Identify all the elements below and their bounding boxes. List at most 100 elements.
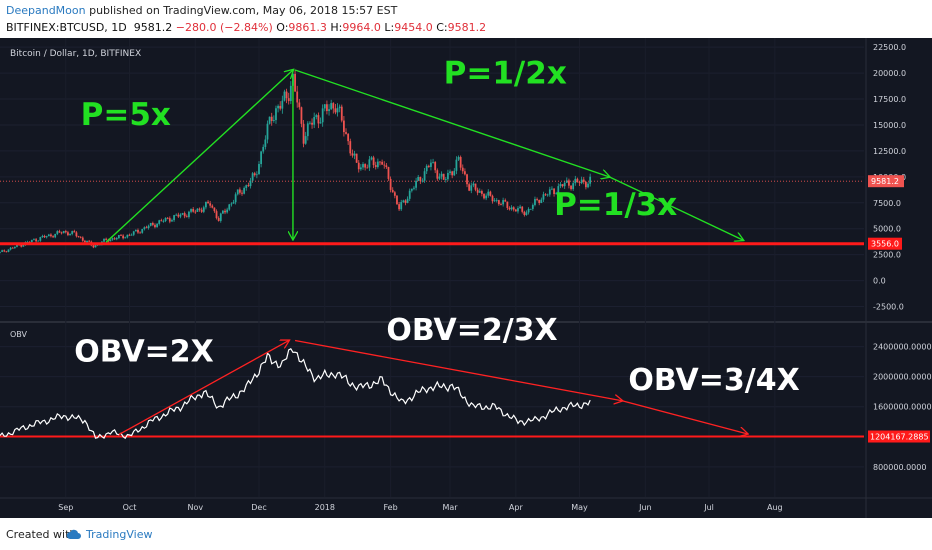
- candle-body: [517, 208, 519, 212]
- low-label: L:: [384, 21, 395, 34]
- candle-body: [434, 162, 437, 171]
- candle-body: [64, 231, 67, 233]
- candle-body: [355, 153, 358, 163]
- candle-body: [268, 116, 271, 124]
- candle-body: [385, 165, 388, 168]
- candle-body: [103, 238, 105, 242]
- candle-body: [531, 204, 534, 209]
- candle-body: [345, 132, 347, 134]
- candle-body: [5, 251, 8, 253]
- candle-body: [442, 173, 445, 180]
- candle-body: [60, 232, 63, 234]
- candle-body: [387, 167, 390, 179]
- change-value: −280.0 (−2.84%): [175, 21, 273, 34]
- candle-body: [234, 194, 237, 203]
- candle-body: [160, 220, 163, 222]
- candle-body: [277, 105, 279, 109]
- candle-body: [124, 237, 127, 239]
- candle-body: [491, 195, 494, 202]
- time-tick-label: Aug: [767, 503, 783, 512]
- candle-body: [175, 214, 178, 216]
- candle-body: [349, 141, 352, 154]
- candle-body: [3, 250, 6, 252]
- last-price-tag-label: 9581.2: [871, 177, 899, 186]
- candle-body: [171, 220, 173, 222]
- candle-body: [162, 221, 165, 222]
- candle-body: [438, 176, 441, 179]
- candle-body: [393, 192, 396, 196]
- candle-body: [41, 235, 44, 238]
- candle-body: [11, 247, 14, 249]
- candle-body: [130, 234, 133, 236]
- candle-body: [205, 201, 207, 208]
- chart-frame[interactable]: 22500.020000.017500.015000.012500.010000…: [0, 38, 932, 518]
- candle-body: [323, 104, 326, 109]
- candle-body: [296, 91, 299, 103]
- candle-body: [71, 231, 74, 234]
- candle-body: [536, 199, 538, 200]
- candle-body: [406, 198, 409, 203]
- candle-body: [145, 227, 148, 229]
- price-tick-label: 7500.0: [873, 199, 901, 208]
- candle-body: [330, 103, 333, 110]
- candle-body: [247, 185, 250, 187]
- candle-body: [266, 123, 269, 140]
- candle-body: [132, 231, 135, 235]
- created-with-label: Created with: [6, 528, 77, 541]
- candle-body: [16, 244, 18, 247]
- candle-body: [196, 208, 199, 212]
- candle-body: [253, 173, 256, 176]
- candle-body: [319, 122, 322, 124]
- candle-body: [576, 178, 579, 183]
- obv-tick-label: 2400000.0000: [873, 343, 932, 352]
- candle-body: [209, 203, 212, 206]
- close-value: 9581.2: [447, 21, 487, 34]
- price-tick-label: 5000.0: [873, 225, 901, 234]
- candle-body: [37, 240, 40, 242]
- candle-body: [321, 108, 324, 123]
- time-tick-label: Feb: [384, 503, 398, 512]
- obv-support-tag: [868, 430, 930, 443]
- candle-body: [476, 189, 479, 193]
- time-tick-label: Oct: [123, 503, 137, 512]
- time-tick-label: Nov: [187, 503, 203, 512]
- candle-body: [230, 203, 233, 205]
- candle-body: [372, 157, 375, 166]
- candle-body: [56, 231, 59, 234]
- candle-body: [217, 218, 220, 221]
- candle-body: [432, 162, 434, 163]
- candle-body: [415, 180, 417, 188]
- candle-body: [0, 251, 1, 253]
- candle-body: [86, 240, 88, 243]
- candle-body: [404, 200, 407, 203]
- candle-body: [527, 208, 530, 213]
- obv-annotation: OBV=2/3X: [386, 313, 557, 348]
- candle-body: [245, 185, 248, 188]
- obv-tick-label: 2000000.0000: [873, 373, 932, 382]
- candle-body: [143, 227, 146, 230]
- published-text: published on TradingView.com, May 06, 20…: [85, 4, 398, 17]
- obv-support-tag-label: 1204167.2885: [870, 433, 929, 442]
- candle-body: [557, 186, 560, 194]
- price-pane-title: Bitcoin / Dollar, 1D, BITFINEX: [10, 49, 141, 59]
- candle-body: [33, 239, 35, 241]
- candle-body: [495, 200, 498, 201]
- candle-body: [92, 245, 95, 248]
- author-link[interactable]: DeepandMoon: [6, 4, 86, 17]
- candle-body: [221, 210, 224, 214]
- price-tick-label: 0.0: [873, 277, 886, 286]
- candle-body: [413, 187, 415, 189]
- candle-body: [519, 206, 521, 209]
- candle-body: [436, 170, 439, 179]
- tradingview-brand[interactable]: TradingView: [86, 528, 153, 541]
- candle-body: [35, 239, 37, 242]
- candle-body: [228, 204, 231, 210]
- candle-body: [410, 188, 413, 191]
- candle-body: [207, 201, 209, 204]
- candle-body: [69, 233, 71, 236]
- candle-body: [158, 220, 161, 224]
- chart-canvas[interactable]: 22500.020000.017500.015000.012500.010000…: [0, 38, 932, 518]
- candle-body: [444, 179, 447, 181]
- obv-tick-label: 1600000.0000: [873, 403, 932, 412]
- price-tick-label: -2500.0: [873, 303, 904, 312]
